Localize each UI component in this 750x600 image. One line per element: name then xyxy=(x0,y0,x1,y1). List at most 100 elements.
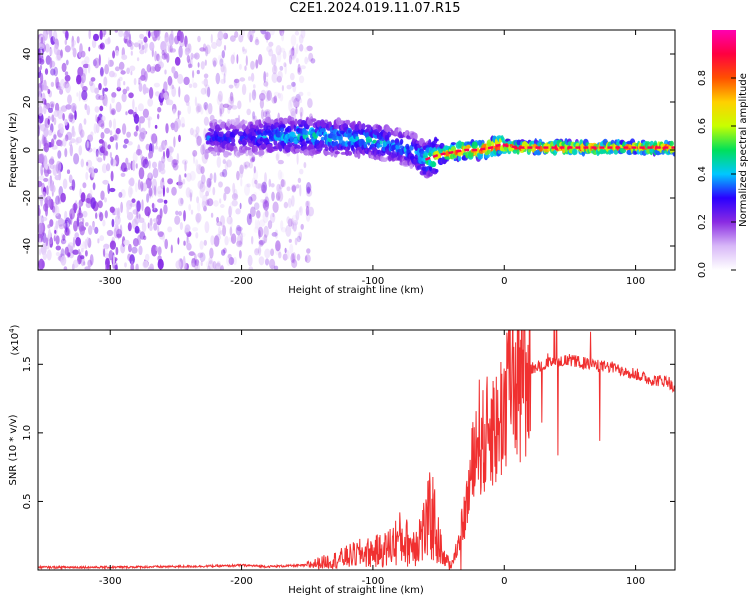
noise-cell xyxy=(221,264,224,270)
noise-cell xyxy=(38,258,45,270)
noise-cell xyxy=(248,30,252,36)
noise-cell xyxy=(49,183,54,192)
ridge-cell xyxy=(399,138,404,145)
noise-cell xyxy=(179,31,184,43)
noise-cell xyxy=(184,94,190,103)
noise-cell xyxy=(172,162,179,171)
noise-cell xyxy=(212,57,218,67)
noise-cell xyxy=(291,259,298,269)
noise-cell xyxy=(129,177,135,187)
noise-cell xyxy=(79,129,85,138)
noise-cell xyxy=(173,136,176,148)
noise-cell xyxy=(285,225,292,237)
noise-cell xyxy=(167,226,173,233)
noise-cell xyxy=(44,43,50,53)
spectrogram-y-axis-label: Frequency (Hz) xyxy=(8,112,19,188)
noise-cell xyxy=(286,84,292,90)
ridge-cell xyxy=(258,123,264,129)
noise-cell xyxy=(38,139,42,150)
noise-cell xyxy=(259,98,264,109)
noise-cell xyxy=(262,200,267,209)
noise-cell xyxy=(253,89,256,97)
noise-cell xyxy=(235,224,242,236)
ridge-cell xyxy=(486,139,493,147)
noise-cell xyxy=(251,235,254,245)
noise-cell xyxy=(299,231,302,241)
noise-cell xyxy=(111,218,115,228)
noise-cell xyxy=(268,48,274,57)
noise-cell xyxy=(62,234,66,241)
noise-cell xyxy=(102,33,105,38)
noise-cell xyxy=(42,30,48,41)
noise-cell xyxy=(77,209,80,218)
noise-cell xyxy=(299,106,304,117)
noise-cell xyxy=(216,216,220,223)
spectrogram-x-tick-label: -200 xyxy=(230,276,253,287)
noise-cell xyxy=(278,251,282,259)
noise-cell xyxy=(48,107,53,114)
noise-cell xyxy=(281,85,284,92)
colorbar-tick-label: 0.2 xyxy=(697,214,708,230)
noise-cell xyxy=(310,58,316,64)
noise-cell xyxy=(112,118,117,130)
noise-cell xyxy=(254,179,258,185)
noise-cell xyxy=(219,30,227,40)
noise-cell xyxy=(42,216,48,222)
noise-cell xyxy=(306,200,311,208)
noise-cell xyxy=(266,72,269,78)
noise-cell xyxy=(55,251,61,257)
noise-cell xyxy=(95,114,98,122)
ridge-cell xyxy=(414,133,418,140)
noise-cell xyxy=(133,42,140,48)
noise-cell xyxy=(280,227,287,233)
ridge-cell xyxy=(379,140,383,145)
noise-cell xyxy=(62,138,67,147)
noise-cell xyxy=(250,158,255,163)
noise-cell xyxy=(185,187,191,198)
noise-cell xyxy=(271,72,278,84)
noise-cell xyxy=(87,63,91,74)
noise-cell xyxy=(49,101,55,108)
noise-cell xyxy=(192,129,198,137)
noise-cell xyxy=(195,126,200,135)
noise-cell xyxy=(183,240,186,246)
noise-cell xyxy=(104,210,108,219)
noise-cell xyxy=(220,215,225,227)
noise-cell xyxy=(192,227,199,232)
noise-cell xyxy=(230,233,237,244)
noise-cell xyxy=(219,198,222,204)
noise-cell xyxy=(304,255,308,262)
noise-cell xyxy=(99,235,105,242)
ridge-cell xyxy=(372,139,377,144)
colorbar-tick-label: 0.6 xyxy=(697,118,708,134)
noise-cell xyxy=(123,30,130,40)
ridge-cell xyxy=(477,154,483,160)
noise-cell xyxy=(139,127,147,140)
noise-cell xyxy=(83,261,86,266)
noise-cell xyxy=(236,240,243,248)
noise-cell xyxy=(162,234,166,243)
noise-cell xyxy=(307,91,311,97)
noise-cell xyxy=(196,135,202,146)
noise-cell xyxy=(279,30,285,37)
noise-cell xyxy=(144,206,151,217)
noise-cell xyxy=(151,178,157,191)
noise-cell xyxy=(130,50,133,56)
noise-cell xyxy=(256,219,260,232)
noise-cell xyxy=(219,230,224,235)
noise-cell xyxy=(248,92,252,103)
noise-cell xyxy=(217,90,223,102)
noise-cell xyxy=(220,65,227,76)
noise-cell xyxy=(110,108,116,116)
noise-cell xyxy=(64,39,68,46)
noise-cell xyxy=(49,158,53,165)
noise-cell xyxy=(269,212,276,224)
spectrogram-x-axis-label: Height of straight line (km) xyxy=(288,285,424,296)
noise-cell xyxy=(38,123,42,129)
noise-cell xyxy=(212,60,217,68)
noise-cell xyxy=(230,35,236,42)
noise-cell xyxy=(246,183,251,188)
noise-cell xyxy=(191,76,194,85)
noise-cell xyxy=(240,232,244,245)
noise-cell xyxy=(69,144,74,157)
